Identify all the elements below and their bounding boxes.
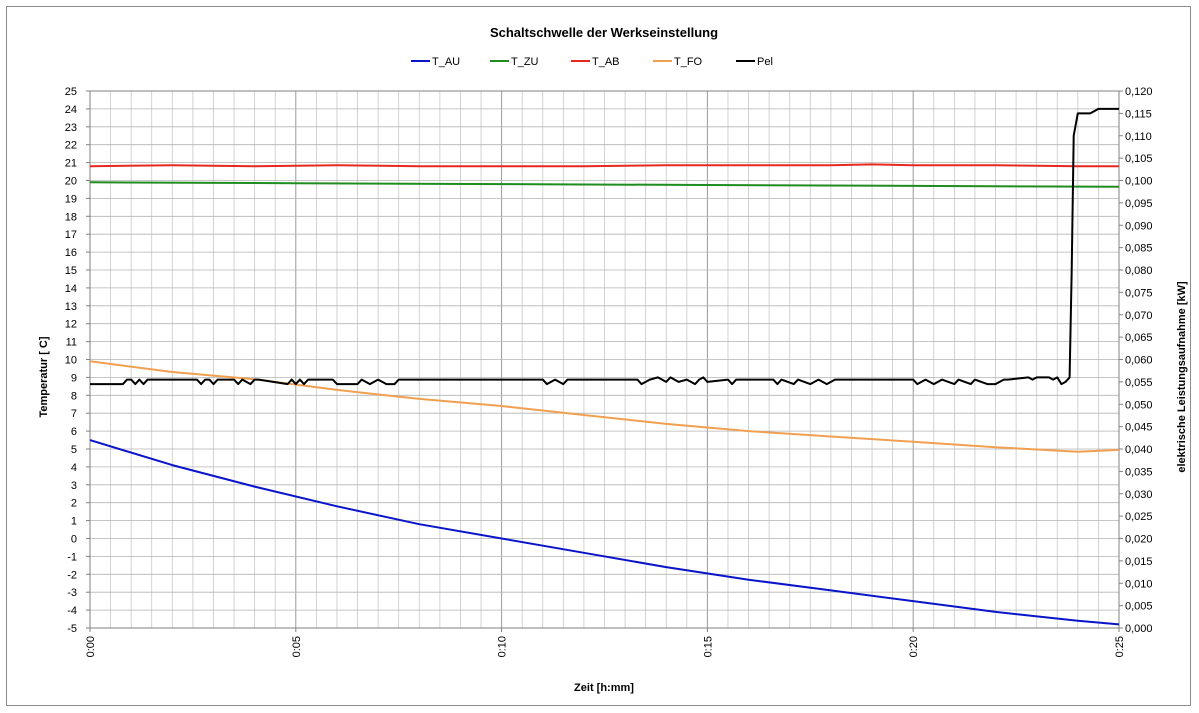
series-line-t-ab <box>89 163 1119 168</box>
y2-axis-label: elektrische Leistungsaufnahme [kW] <box>1176 281 1188 473</box>
y-tick-label: 2 <box>71 498 77 510</box>
x-tick-label: 0:15 <box>702 636 714 657</box>
x-tick-label: 0:05 <box>291 636 303 657</box>
y2-tick-label: 0,050 <box>1125 399 1153 411</box>
y-tick-label: 24 <box>65 104 77 116</box>
y2-tick-label: 0,090 <box>1125 220 1153 232</box>
y2-tick-label: 0,000 <box>1125 623 1153 635</box>
y-tick-label: 8 <box>71 390 77 402</box>
y2-axis-ticks: 0,000 0,005 0,010 0,015 0,020 0,025 0,030 0,035… <box>1119 86 1153 635</box>
y-tick-label: 12 <box>65 319 77 331</box>
legend-label: T_FO <box>674 56 703 68</box>
y2-tick-label: 0,065 <box>1125 332 1153 344</box>
y-tick-label: 13 <box>65 301 77 313</box>
y2-tick-label: 0,045 <box>1125 422 1153 434</box>
y-tick-label: 15 <box>65 265 77 277</box>
legend-label: T_AB <box>592 56 620 68</box>
legend: T_AU T_ZU T_AB T_FO Pel <box>411 56 773 68</box>
y-tick-label: 9 <box>71 372 77 384</box>
y-tick-label: -2 <box>67 569 77 581</box>
y2-tick-label: 0,010 <box>1125 578 1153 590</box>
chart-title: Schaltschwelle der Werkseinstellung <box>490 25 718 40</box>
y-tick-label: 7 <box>71 408 77 420</box>
y2-tick-label: 0,035 <box>1125 466 1153 478</box>
x-axis-ticks: 0:00 0:05 0:10 0:15 0:20 0:25 <box>85 628 1126 657</box>
y2-tick-label: 0,005 <box>1125 601 1153 613</box>
y-tick-label: -4 <box>67 605 77 617</box>
y2-tick-label: 0,015 <box>1125 556 1153 568</box>
series-lines <box>89 107 1120 626</box>
y-tick-label: 22 <box>65 140 77 152</box>
x-tick-label: 0:00 <box>85 636 97 657</box>
y2-tick-label: 0,100 <box>1125 176 1153 188</box>
legend-item: Pel <box>736 56 773 68</box>
legend-label: Pel <box>757 56 773 68</box>
x-axis-label: Zeit [h:mm] <box>574 682 634 694</box>
y2-tick-label: 0,085 <box>1125 243 1153 255</box>
legend-label: T_ZU <box>511 56 539 68</box>
y-tick-label: 21 <box>65 158 77 170</box>
y-tick-label: 18 <box>65 211 77 223</box>
legend-item: T_FO <box>653 56 703 68</box>
y-tick-label: 17 <box>65 229 77 241</box>
y-tick-label: -3 <box>67 587 77 599</box>
y2-tick-label: 0,120 <box>1125 86 1153 98</box>
y-tick-label: 5 <box>71 444 77 456</box>
y2-tick-label: 0,075 <box>1125 287 1153 299</box>
x-tick-label: 0:20 <box>908 636 920 657</box>
y2-tick-label: 0,055 <box>1125 377 1153 389</box>
y-tick-label: 6 <box>71 426 77 438</box>
y-tick-label: 19 <box>65 193 77 205</box>
y-tick-label: 11 <box>66 337 77 349</box>
y-tick-label: 1 <box>71 516 77 528</box>
x-tick-label: 0:10 <box>497 636 509 657</box>
y-tick-label: -5 <box>67 623 77 635</box>
legend-item: T_AU <box>411 56 460 68</box>
y2-tick-label: 0,095 <box>1125 198 1153 210</box>
y2-tick-label: 0,070 <box>1125 310 1153 322</box>
y-axis-label: Temperatur [ C] <box>38 336 50 417</box>
y-tick-label: 14 <box>65 283 77 295</box>
y-tick-label: 4 <box>71 462 77 474</box>
series-line-pel <box>90 107 1119 386</box>
y2-tick-label: 0,025 <box>1125 511 1153 523</box>
y2-tick-label: 0,105 <box>1125 153 1153 165</box>
y-tick-label: 20 <box>65 176 77 188</box>
y2-tick-label: 0,060 <box>1125 355 1153 367</box>
legend-label: T_AU <box>432 56 460 68</box>
legend-item: T_ZU <box>490 56 539 68</box>
y-tick-label: 10 <box>65 355 77 367</box>
y2-tick-label: 0,115 <box>1125 108 1152 120</box>
legend-item: T_AB <box>571 56 620 68</box>
y-axis-ticks: -5-4-3-2-1012345678910111213141516171819… <box>65 86 90 635</box>
y-tick-label: 16 <box>65 247 77 259</box>
y2-tick-label: 0,110 <box>1125 131 1152 143</box>
series-line-t-zu <box>89 181 1120 188</box>
y-tick-label: 3 <box>71 480 77 492</box>
y2-tick-label: 0,030 <box>1125 489 1153 501</box>
chart-frame <box>6 6 1191 706</box>
y2-tick-label: 0,080 <box>1125 265 1153 277</box>
y2-tick-label: 0,020 <box>1125 534 1153 546</box>
y-tick-label: -1 <box>67 551 77 563</box>
grid <box>89 90 1120 629</box>
y2-tick-label: 0,040 <box>1125 444 1153 456</box>
y-tick-label: 25 <box>65 86 77 98</box>
series-line-t-au <box>89 439 1120 626</box>
x-tick-label: 0:25 <box>1114 636 1126 657</box>
y-tick-label: 23 <box>65 122 77 134</box>
y-tick-label: 0 <box>71 534 77 546</box>
